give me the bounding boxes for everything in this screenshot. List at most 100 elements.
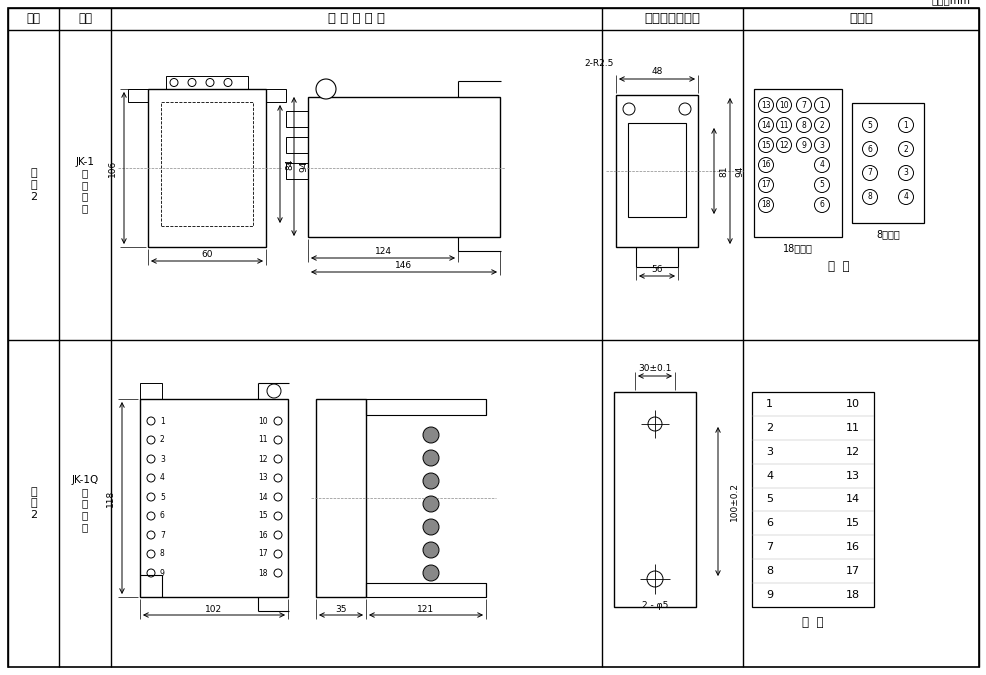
- Bar: [851, 103, 923, 223]
- Circle shape: [862, 142, 877, 157]
- Text: 8: 8: [801, 121, 806, 130]
- Text: 118: 118: [106, 489, 114, 507]
- Text: 1: 1: [765, 399, 772, 409]
- Text: 17: 17: [760, 180, 770, 190]
- Circle shape: [423, 519, 439, 535]
- Bar: [286, 137, 308, 153]
- Bar: [613, 392, 695, 607]
- Text: 106: 106: [107, 159, 116, 177]
- Text: 附
图
2: 附 图 2: [30, 487, 37, 520]
- Circle shape: [813, 157, 828, 173]
- Text: 6: 6: [160, 512, 165, 520]
- Circle shape: [897, 190, 913, 205]
- Text: 4: 4: [902, 192, 907, 202]
- Text: JK-1Q
板
前
接
线: JK-1Q 板 前 接 线: [71, 475, 99, 532]
- Circle shape: [813, 97, 828, 113]
- Text: 背  视: 背 视: [827, 261, 849, 273]
- Text: 102: 102: [205, 605, 222, 614]
- Text: 9: 9: [765, 590, 772, 600]
- Bar: [140, 383, 162, 399]
- Text: 16: 16: [258, 531, 268, 539]
- Bar: [148, 89, 266, 247]
- Text: 8点端子: 8点端子: [876, 229, 899, 239]
- Text: 15: 15: [258, 512, 268, 520]
- Circle shape: [757, 157, 773, 173]
- Circle shape: [796, 138, 810, 153]
- Circle shape: [796, 117, 810, 132]
- Text: 8: 8: [160, 549, 165, 558]
- Text: 5: 5: [160, 493, 165, 502]
- Text: 14: 14: [760, 121, 770, 130]
- Circle shape: [757, 198, 773, 213]
- Text: 正  视: 正 视: [802, 616, 823, 628]
- Bar: [166, 76, 247, 89]
- Text: 84: 84: [285, 159, 294, 169]
- Text: 1: 1: [818, 101, 823, 109]
- Text: 18: 18: [258, 568, 268, 578]
- Circle shape: [862, 165, 877, 180]
- Text: 1: 1: [903, 121, 907, 130]
- Text: 100±0.2: 100±0.2: [729, 482, 738, 521]
- Circle shape: [757, 138, 773, 153]
- Text: 结构: 结构: [78, 13, 92, 26]
- Text: JK-1
板
后
接
线: JK-1 板 后 接 线: [75, 157, 95, 213]
- Text: 2: 2: [160, 435, 165, 445]
- Circle shape: [813, 178, 828, 192]
- Text: 2: 2: [818, 121, 823, 130]
- Text: 12: 12: [845, 447, 859, 457]
- Text: 10: 10: [258, 416, 268, 425]
- Bar: [286, 163, 308, 179]
- Text: 60: 60: [201, 250, 213, 259]
- Text: 35: 35: [335, 605, 346, 614]
- Text: 13: 13: [845, 470, 859, 481]
- Text: 81: 81: [719, 165, 728, 177]
- Text: 3: 3: [902, 169, 907, 178]
- Bar: [128, 89, 148, 102]
- Text: 9: 9: [801, 140, 806, 149]
- Bar: [615, 95, 697, 247]
- Text: 17: 17: [845, 566, 859, 576]
- Bar: [308, 97, 500, 237]
- Bar: [161, 102, 252, 226]
- Bar: [366, 399, 485, 415]
- Circle shape: [757, 117, 773, 132]
- Text: 16: 16: [845, 542, 859, 552]
- Circle shape: [423, 496, 439, 512]
- Text: 56: 56: [651, 265, 662, 275]
- Text: 13: 13: [760, 101, 770, 109]
- Bar: [140, 399, 288, 597]
- Text: 2: 2: [765, 423, 772, 433]
- Text: 7: 7: [765, 542, 772, 552]
- Text: 14: 14: [258, 493, 268, 502]
- Text: 10: 10: [778, 101, 788, 109]
- Bar: [316, 399, 366, 597]
- Text: 5: 5: [818, 180, 823, 190]
- Text: 9: 9: [160, 568, 165, 578]
- Text: 18点端子: 18点端子: [782, 243, 812, 253]
- Text: 11: 11: [845, 423, 859, 433]
- Text: 15: 15: [845, 518, 859, 529]
- Circle shape: [423, 427, 439, 443]
- Text: 8: 8: [867, 192, 872, 202]
- Circle shape: [897, 117, 913, 132]
- Text: 14: 14: [845, 495, 859, 504]
- Text: 3: 3: [765, 447, 772, 457]
- Bar: [286, 111, 308, 127]
- Bar: [751, 392, 874, 607]
- Text: 5: 5: [867, 121, 872, 130]
- Text: 10: 10: [845, 399, 859, 409]
- Text: 2-R2.5: 2-R2.5: [584, 59, 613, 68]
- Text: 4: 4: [160, 473, 165, 483]
- Text: 6: 6: [867, 144, 872, 153]
- Circle shape: [796, 97, 810, 113]
- Text: 11: 11: [779, 121, 788, 130]
- Circle shape: [423, 565, 439, 581]
- Text: 4: 4: [765, 470, 772, 481]
- Text: 18: 18: [760, 200, 770, 209]
- Text: 12: 12: [258, 454, 268, 464]
- Text: 7: 7: [867, 169, 872, 178]
- Text: 12: 12: [779, 140, 788, 149]
- Text: 3: 3: [160, 454, 165, 464]
- Bar: [753, 89, 841, 237]
- Text: 2: 2: [903, 144, 907, 153]
